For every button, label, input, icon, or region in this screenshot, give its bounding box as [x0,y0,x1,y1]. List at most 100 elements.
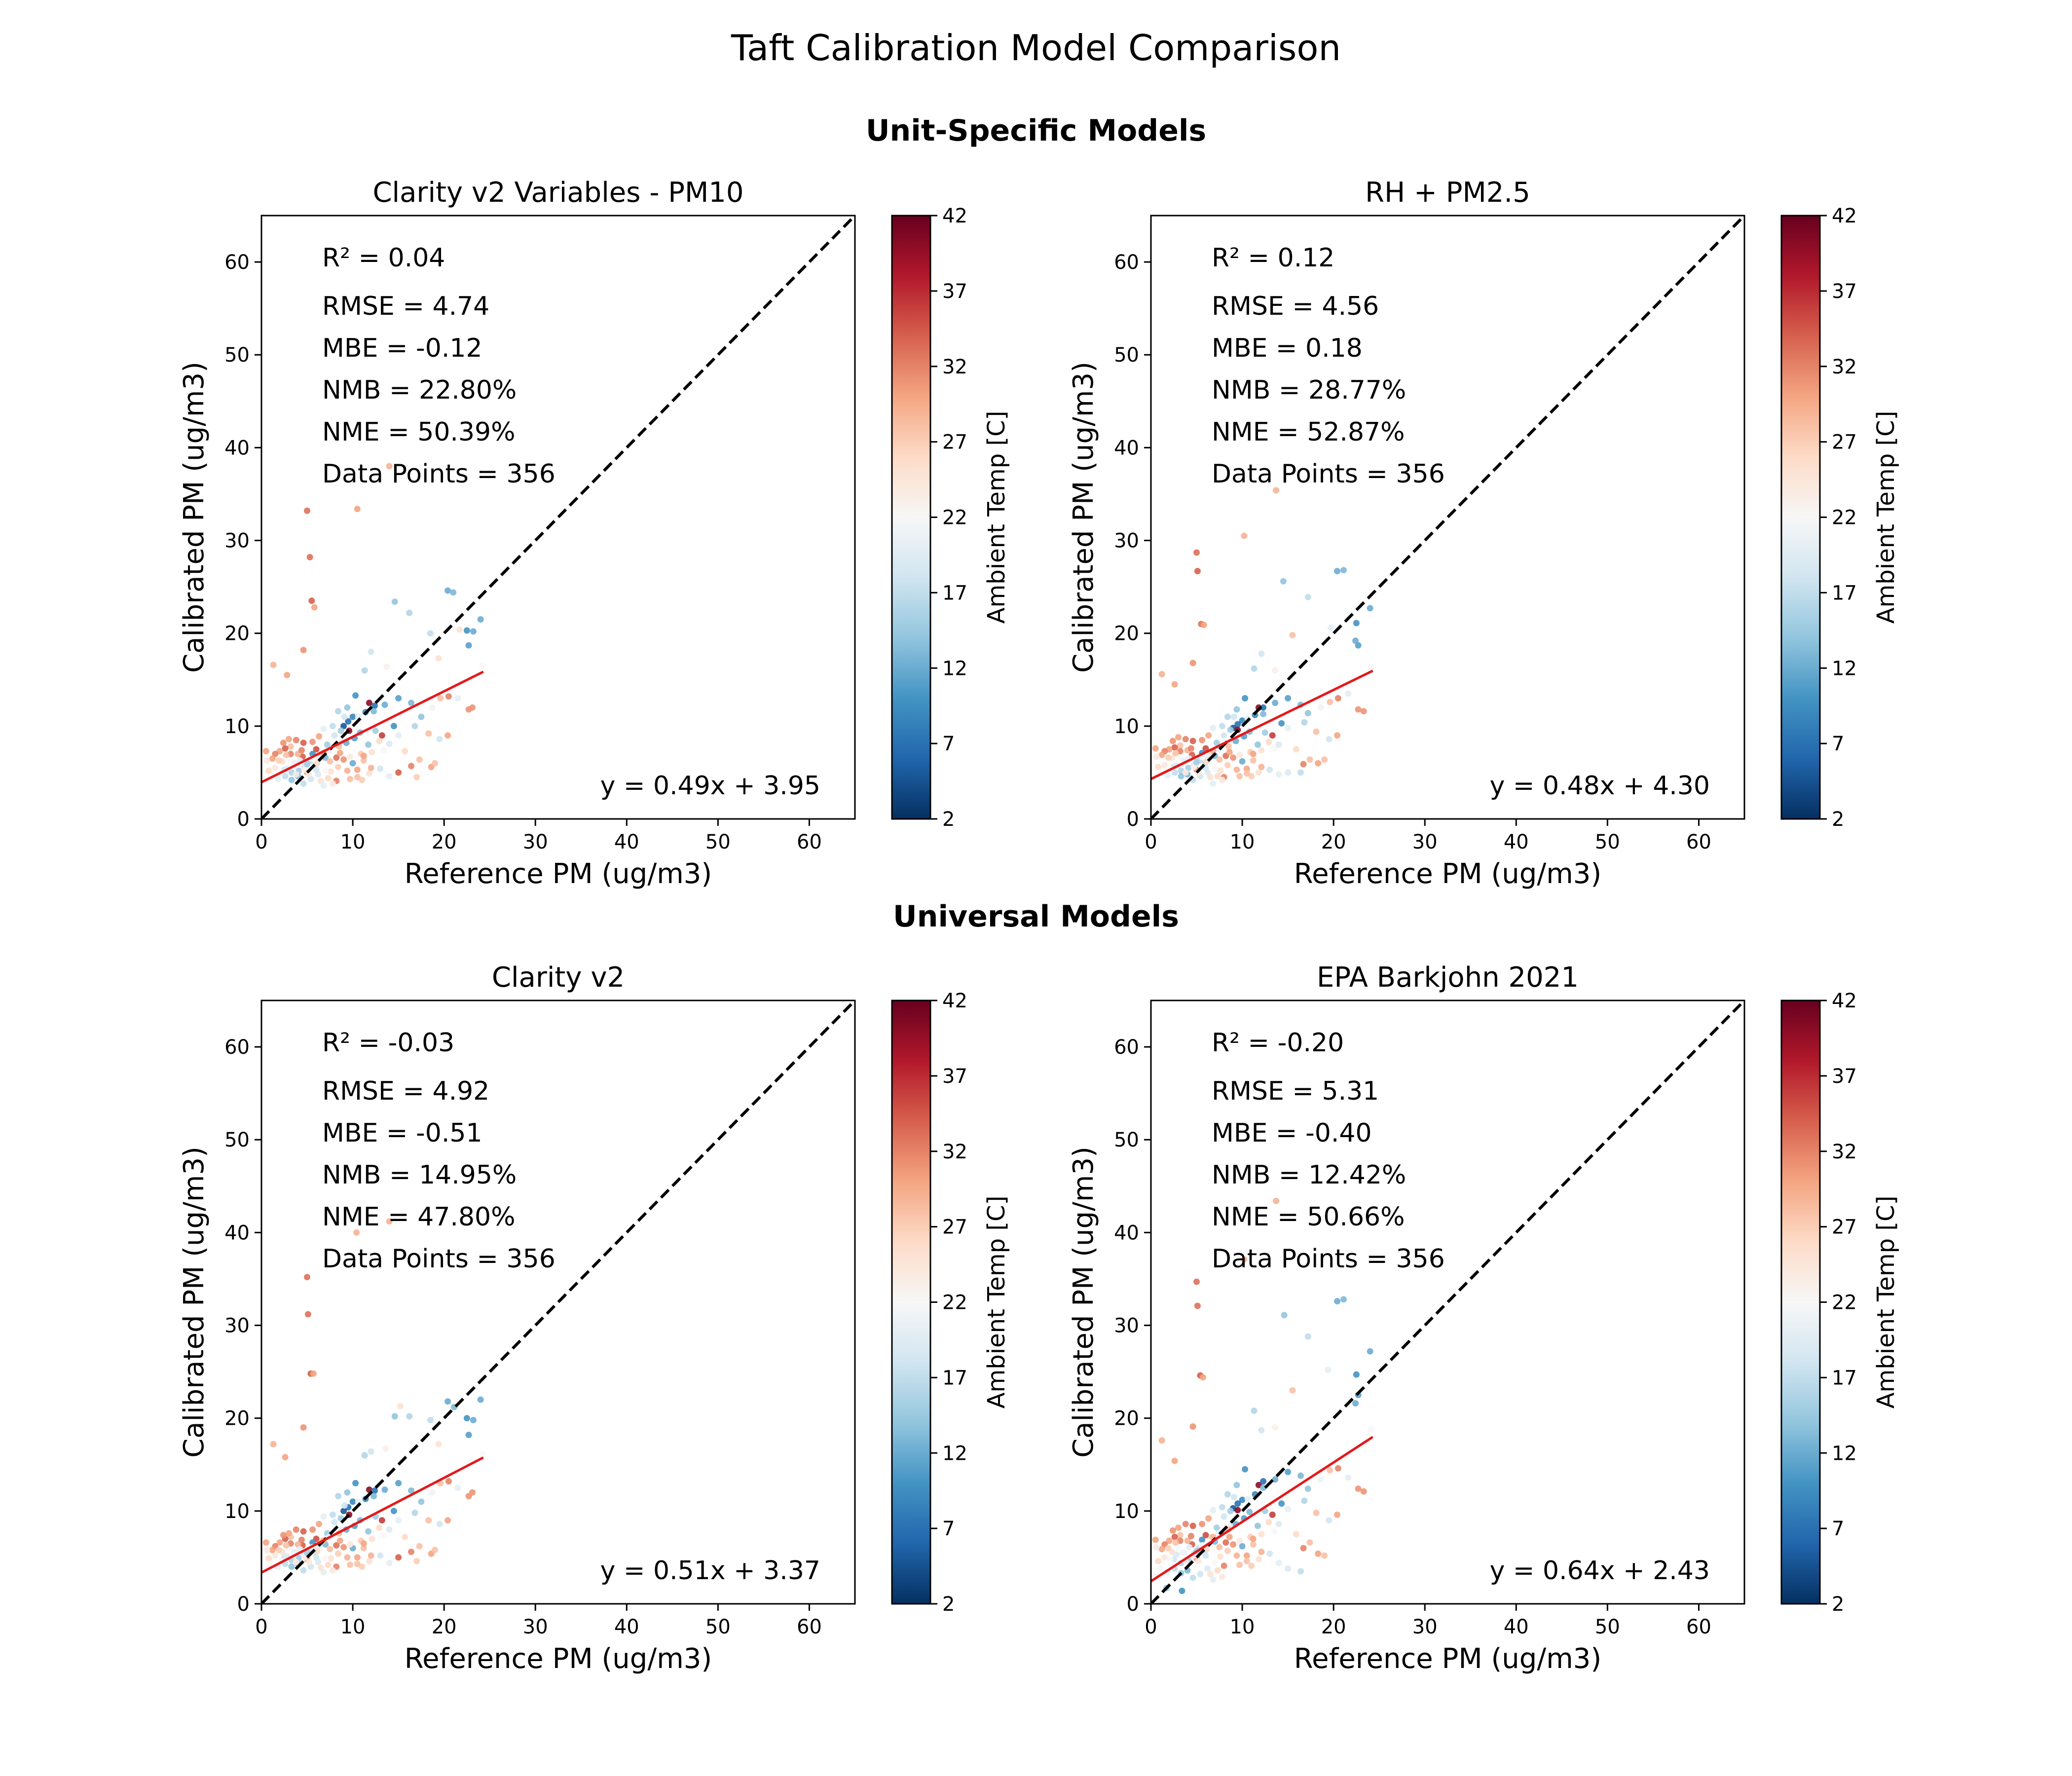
data-point [1230,1494,1237,1501]
data-point [272,765,279,771]
x-tick-label: 30 [523,1616,548,1638]
data-point [305,771,312,778]
data-point [287,743,294,750]
data-point [1275,771,1282,778]
colorbar-tick-label: 32 [1832,1141,1857,1163]
data-point [1353,1371,1360,1378]
data-point [463,627,470,634]
data-point [368,1448,374,1455]
data-point [1175,734,1182,740]
plot-area [261,216,855,819]
data-point [1182,769,1189,776]
data-point [1165,1545,1172,1552]
data-point [1272,700,1279,706]
data-point [1293,746,1299,753]
x-tick-label: 20 [1321,1616,1346,1638]
data-point [1352,637,1359,644]
data-point [429,704,436,711]
data-point [1221,1562,1227,1569]
identity-line [261,216,855,819]
data-point [1233,766,1240,773]
axes-frame [1150,999,1745,1605]
data-point [395,1554,402,1561]
data-point [340,756,347,763]
x-tick-label: 10 [1230,831,1255,853]
data-point [1182,1520,1189,1527]
data-point [284,671,291,678]
data-point [470,1417,477,1423]
data-point [411,723,418,730]
data-point [469,1489,476,1496]
colorbar-tick-label: 42 [1832,990,1857,1012]
data-point [418,1498,425,1505]
data-point [1236,773,1243,779]
colorbar-label: Ambient Temp [C] [983,411,1010,624]
regression-equation: y = 0.51x + 3.37 [600,1556,820,1586]
data-point [1236,1561,1243,1568]
data-point [1210,725,1217,732]
data-point [1304,593,1311,600]
data-point [335,708,341,715]
data-point [265,1555,272,1562]
colorbar-gradient [1780,999,1821,1605]
data-point [311,604,318,611]
colorbar-tick-label: 42 [1832,205,1857,227]
y-tick-label: 50 [224,344,250,367]
plot-area [1151,216,1744,819]
data-point [310,1370,317,1377]
data-point [1321,1552,1328,1559]
data-point [274,776,281,782]
data-point [1242,695,1249,702]
data-point [445,1478,452,1485]
colorbar-tick-label: 27 [1832,431,1857,454]
data-point [1258,1531,1265,1538]
colorbar-tick-label: 12 [942,1442,967,1465]
data-point [1219,1504,1225,1511]
colorbar-tick-label: 7 [942,733,955,755]
data-point [1243,1552,1250,1559]
data-point [1158,1437,1165,1444]
data-point [1234,721,1241,728]
data-point [1175,1545,1182,1552]
data-point [309,1526,316,1533]
data-point [1334,568,1341,575]
data-point [1167,1556,1174,1563]
data-point [1233,1481,1240,1488]
data-point [1219,777,1225,783]
x-tick-label: 10 [1230,1616,1255,1638]
data-point [341,1502,348,1509]
chart-panel-4: EPA Barkjohn 2021 0 10 20 30 40 50 60 0 10 20 30 40 5… [1068,962,1900,1675]
data-point [1161,1554,1168,1561]
data-point [1230,754,1237,761]
data-point [340,1508,347,1515]
data-point [331,732,338,739]
regression-line [1151,1436,1374,1583]
data-point [1199,1520,1206,1527]
identity-line [1151,216,1744,819]
data-point [1224,713,1231,720]
x-tick-label: 50 [705,831,731,853]
regression-equation: y = 0.64x + 2.43 [1490,1556,1710,1586]
data-point [317,777,324,784]
data-point [1222,1539,1229,1546]
data-point [1221,732,1227,739]
data-point [408,700,414,706]
chart-panel-2: RH + PM2.5 0 10 20 30 40 50 60 0 10 20 30 40 50 60 Refe… [1068,177,1900,890]
data-point [1317,704,1324,711]
data-point [344,704,351,711]
data-point [354,506,361,513]
data-point [300,1567,307,1574]
chart-panel-3: Clarity v2 0 10 20 30 40 50 60 0 10 20 30 40 50 60 Refe… [178,962,1010,1675]
data-point [444,1517,451,1524]
y-tick-label: 50 [1114,344,1139,367]
data-point [262,1539,269,1546]
data-point [272,750,279,757]
data-point [1175,1524,1182,1531]
data-point [1360,708,1367,715]
data-point [300,740,307,746]
data-point [1340,567,1347,574]
data-point [1304,1333,1311,1340]
data-point [1345,1474,1352,1481]
